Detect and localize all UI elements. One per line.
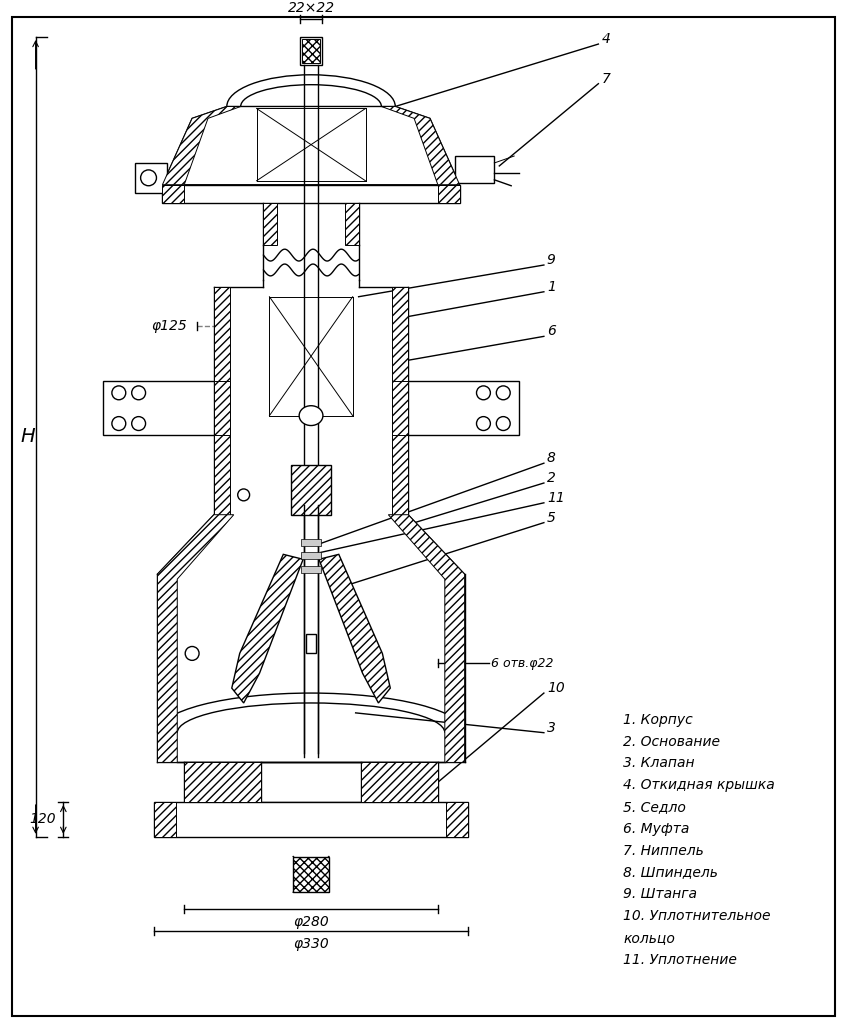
Polygon shape bbox=[388, 515, 465, 763]
Bar bbox=[345, 203, 358, 245]
Bar bbox=[291, 465, 331, 515]
Text: 7. Ниппель: 7. Ниппель bbox=[623, 844, 704, 858]
Text: 7: 7 bbox=[601, 72, 610, 86]
Ellipse shape bbox=[477, 386, 490, 399]
Text: 120: 120 bbox=[30, 812, 57, 826]
Text: 10. Уплотнительное: 10. Уплотнительное bbox=[623, 909, 771, 923]
Bar bbox=[214, 287, 230, 515]
Polygon shape bbox=[319, 554, 390, 702]
Bar bbox=[446, 802, 468, 837]
Bar bbox=[438, 184, 460, 203]
Text: 3. Клапан: 3. Клапан bbox=[623, 757, 695, 770]
Ellipse shape bbox=[477, 417, 490, 430]
Bar bbox=[184, 763, 262, 802]
Ellipse shape bbox=[141, 170, 157, 185]
Text: 10: 10 bbox=[547, 681, 565, 695]
Bar bbox=[163, 184, 184, 203]
Bar bbox=[392, 381, 408, 435]
Bar bbox=[302, 540, 321, 547]
Polygon shape bbox=[408, 381, 519, 435]
Bar bbox=[302, 552, 321, 559]
Bar bbox=[306, 634, 316, 653]
Text: 6. Муфта: 6. Муфта bbox=[623, 822, 689, 836]
Ellipse shape bbox=[185, 646, 199, 660]
Ellipse shape bbox=[112, 417, 125, 430]
Text: φ330: φ330 bbox=[293, 937, 329, 951]
Polygon shape bbox=[103, 381, 214, 435]
Bar bbox=[302, 566, 321, 573]
Bar bbox=[361, 763, 438, 802]
Text: 2. Основание: 2. Основание bbox=[623, 734, 720, 749]
Polygon shape bbox=[455, 156, 495, 182]
Polygon shape bbox=[232, 554, 303, 702]
Text: 8: 8 bbox=[547, 452, 556, 465]
Text: 6: 6 bbox=[547, 325, 556, 338]
Polygon shape bbox=[163, 106, 241, 184]
Bar bbox=[300, 37, 322, 65]
Bar bbox=[214, 381, 230, 435]
Text: 5: 5 bbox=[547, 511, 556, 524]
Text: 1: 1 bbox=[547, 280, 556, 294]
Text: кольцо: кольцо bbox=[623, 931, 675, 945]
Text: 5. Седло: 5. Седло bbox=[623, 800, 686, 814]
Bar bbox=[263, 203, 277, 245]
Text: 2: 2 bbox=[547, 471, 556, 485]
Text: 8. Шпиндель: 8. Шпиндель bbox=[623, 865, 718, 880]
Text: 6 отв.φ22: 6 отв.φ22 bbox=[491, 656, 554, 670]
Ellipse shape bbox=[299, 406, 323, 426]
Polygon shape bbox=[381, 106, 460, 184]
Bar bbox=[154, 802, 176, 837]
Ellipse shape bbox=[131, 386, 146, 399]
Bar bbox=[154, 802, 468, 837]
Text: H: H bbox=[20, 427, 35, 445]
Bar bbox=[163, 184, 460, 203]
Text: φ280: φ280 bbox=[293, 915, 329, 929]
Ellipse shape bbox=[496, 417, 510, 430]
Text: 9. Штанга: 9. Штанга bbox=[623, 887, 697, 901]
Text: 1. Корпус: 1. Корпус bbox=[623, 713, 693, 727]
Bar bbox=[302, 39, 320, 62]
Bar bbox=[293, 856, 329, 892]
Text: 11. Уплотнение: 11. Уплотнение bbox=[623, 952, 737, 967]
Text: 22×22: 22×22 bbox=[287, 1, 335, 15]
Text: φ125: φ125 bbox=[152, 319, 187, 334]
Ellipse shape bbox=[131, 417, 146, 430]
Text: 4. Откидная крышка: 4. Откидная крышка bbox=[623, 778, 775, 793]
Bar bbox=[392, 287, 408, 515]
Polygon shape bbox=[135, 163, 168, 193]
Text: 4: 4 bbox=[601, 32, 610, 46]
Ellipse shape bbox=[112, 386, 125, 399]
Text: 9: 9 bbox=[547, 253, 556, 267]
Ellipse shape bbox=[238, 488, 250, 501]
Ellipse shape bbox=[496, 386, 510, 399]
Text: 3: 3 bbox=[547, 721, 556, 735]
Polygon shape bbox=[158, 515, 234, 763]
Polygon shape bbox=[163, 106, 460, 184]
Text: 11: 11 bbox=[547, 490, 565, 505]
